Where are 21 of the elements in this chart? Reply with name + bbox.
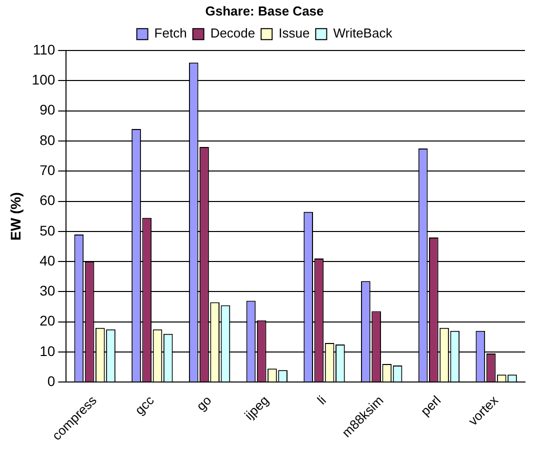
y-tick-label: 40 [40, 252, 56, 268]
y-tick-label: 100 [32, 72, 56, 88]
y-tick-label: 90 [40, 102, 56, 118]
y-tick-label: 50 [40, 222, 56, 238]
y-tick-label: 30 [40, 282, 56, 299]
y-tick-label: 110 [32, 41, 56, 58]
legend-label: Fetch [154, 26, 187, 41]
y-tick-label: 10 [40, 342, 56, 359]
x-tick-label: li [314, 392, 329, 408]
chart-title: Gshare: Base Case [205, 3, 324, 18]
legend-label: Decode [210, 26, 256, 41]
legend-label: WriteBack [333, 26, 393, 41]
x-tick-label: gcc [132, 392, 158, 418]
legend-label: Issue [278, 26, 310, 41]
y-tick-label: 80 [40, 132, 56, 148]
y-axis-title: EW (%) [7, 192, 24, 240]
y-tick-label: 70 [40, 162, 56, 178]
y-tick-label: 0 [47, 372, 56, 389]
y-tick-label: 60 [40, 192, 56, 208]
y-tick-label: 20 [40, 312, 56, 329]
x-tick-label: go [193, 392, 214, 414]
